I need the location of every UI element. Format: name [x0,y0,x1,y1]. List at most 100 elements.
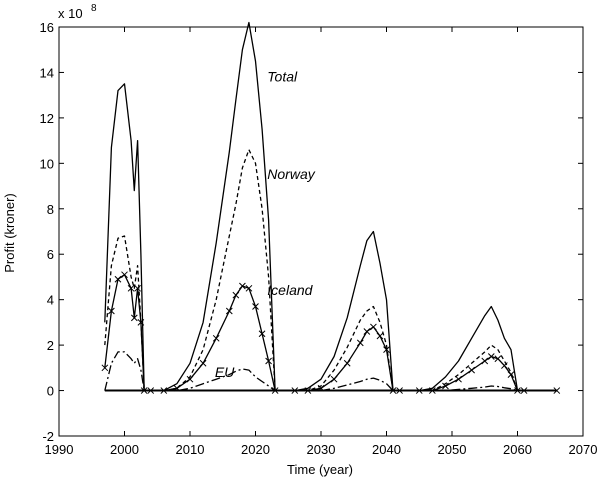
x-marker-stroke [101,364,109,372]
data-point-iceland [212,334,220,342]
y-tick-label: 4 [47,293,54,308]
x-marker-stroke [127,284,135,292]
data-point-iceland [239,282,246,290]
x-marker-stroke [330,375,338,383]
x-tick-label: 2040 [372,442,401,457]
x-marker-stroke [383,346,390,354]
x-marker-stroke [252,303,259,310]
data-point-iceland [343,359,351,367]
x-axis-label: Time (year) [287,462,353,477]
y-multiplier-exponent: 8 [91,3,97,14]
x-marker-stroke [199,359,207,367]
x-marker-stroke [108,307,115,315]
x-marker-stroke [468,366,476,374]
data-point-iceland [487,353,495,360]
series-label-norway: Norway [267,166,315,182]
data-point-iceland [101,364,109,372]
x-marker-stroke [225,307,233,315]
x-marker-stroke [239,282,246,290]
plot-area [58,26,584,437]
data-point-iceland [370,323,377,331]
y-tick-label: 12 [40,111,54,126]
x-marker-stroke [487,353,495,360]
x-marker-stroke [245,284,253,292]
x-marker-stroke [130,314,138,322]
x-marker-stroke [363,328,371,335]
x-marker-stroke [186,375,194,383]
data-point-iceland [108,307,115,315]
data-point-iceland [140,387,148,394]
series-layer [101,21,561,394]
x-marker-stroke [343,359,351,367]
axes-layer: 1990 2000 2010 2020 2030 2040 2050 2060 2070 -2 0 2… [40,20,598,457]
x-tick-label: 2000 [110,442,139,457]
x-marker-stroke [317,384,325,392]
y-axis-label: Profit (kroner) [2,193,17,272]
y-tick-label: 16 [40,20,54,35]
plot-frame [58,26,584,437]
data-point-iceland [121,271,128,279]
series-label-eu: EU [215,364,235,380]
data-point-iceland [494,355,502,363]
data-point-iceland [265,357,272,365]
x-tick-label: 1990 [45,442,74,457]
data-point-iceland [225,307,233,315]
series-line-eu [104,351,557,392]
series-label-iceland: Iceland [267,282,313,298]
x-marker-stroke [507,371,515,379]
x-marker-stroke [134,284,141,292]
x-marker-stroke [389,387,397,394]
x-marker-stroke [114,275,122,283]
data-point-iceland [442,382,449,390]
y-tick-label: 6 [47,247,54,262]
data-point-iceland [501,362,508,369]
data-point-iceland [330,375,338,383]
y-tick-label: 14 [40,65,54,80]
y-tick-label: -2 [42,429,54,444]
x-marker-stroke [494,355,502,363]
x-marker-stroke [455,375,462,383]
data-point-iceland [396,387,403,394]
y-multiplier-base: x 10 [58,6,83,21]
data-point-iceland [428,387,436,394]
data-point-iceland [356,339,364,347]
x-tick-label: 2050 [438,442,467,457]
x-marker-stroke [501,362,508,369]
data-point-iceland [130,314,138,322]
x-marker-stroke [376,332,384,340]
x-marker-stroke [442,382,449,390]
data-point-iceland [376,332,384,340]
data-point-iceland [514,387,521,394]
x-marker-stroke [258,330,266,338]
y-tick-label: 10 [40,156,54,171]
data-point-iceland [258,330,266,338]
x-marker-stroke [265,357,272,365]
x-tick-label: 2010 [176,442,205,457]
y-tick-label: 8 [47,202,54,217]
x-tick-label: 2070 [569,442,598,457]
data-point-iceland [252,303,259,310]
data-point-iceland [114,275,122,283]
data-point-iceland [468,366,476,374]
x-tick-label: 2020 [241,442,270,457]
data-point-iceland [134,284,141,292]
x-marker-stroke [137,319,145,326]
data-point-iceland [199,359,207,367]
x-marker-stroke [428,387,436,394]
data-point-iceland [137,319,145,326]
x-marker-stroke [212,334,220,342]
y-tick-label: 2 [47,338,54,353]
x-marker-stroke [232,291,240,299]
series-label-total: Total [267,69,298,85]
x-marker-stroke [396,387,403,394]
y-tick-label: 0 [47,384,54,399]
data-point-iceland [245,284,253,292]
data-point-iceland [383,346,390,354]
x-tick-label: 2060 [503,442,532,457]
data-point-iceland [363,328,371,335]
data-point-iceland [481,357,489,365]
labels-layer: Time (year) Profit (kroner) x 10 8 [2,3,353,477]
x-marker-stroke [121,271,128,279]
data-point-iceland [127,284,135,292]
